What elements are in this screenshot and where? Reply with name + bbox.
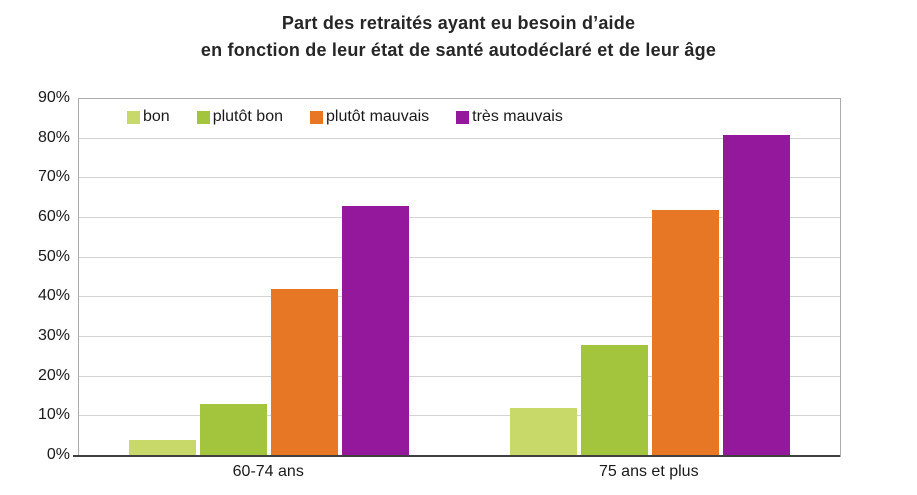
legend-item-très-mauvais: très mauvais xyxy=(456,108,563,126)
bar-plutôt-bon-60-74-ans xyxy=(200,404,268,456)
x-axis-line xyxy=(73,455,840,457)
gridline-80 xyxy=(79,137,840,139)
x-category-label: 75 ans et plus xyxy=(598,463,699,480)
y-tick-label-60: 60% xyxy=(37,208,70,225)
y-tick-label-90: 90% xyxy=(37,89,70,106)
bar-plutôt-mauvais-60-74-ans xyxy=(271,289,339,456)
gridline-50 xyxy=(79,256,840,258)
plot-area: bon plutôt bon plutôt mauvais très mauvais xyxy=(73,98,841,457)
y-tick-label-80: 80% xyxy=(37,128,70,146)
gridline-20 xyxy=(79,375,840,377)
legend-label: très mauvais xyxy=(472,108,563,125)
bar-bon-75-ans-et-plus xyxy=(509,408,577,456)
y-tick-label-70: 70% xyxy=(37,168,70,186)
x-category-label: 60-74 ans xyxy=(232,463,304,480)
legend: bon plutôt bon plutôt mauvais très mauvais xyxy=(127,108,563,126)
chart-title: Part des retraités ayant eu besoin d’aid… xyxy=(0,10,917,64)
gridline-10 xyxy=(79,415,840,417)
chart-title-line1: Part des retraités ayant eu besoin d’aid… xyxy=(281,13,636,33)
chart-title-line2: en fonction de leur état de santé autodé… xyxy=(200,40,717,60)
bar-bon-60-74-ans xyxy=(129,440,197,456)
y-tick-label-20: 20% xyxy=(37,366,70,384)
y-tick-label-10: 10% xyxy=(37,406,70,424)
bar-plutôt-bon-75-ans-et-plus xyxy=(580,344,648,456)
legend-swatch-icon xyxy=(127,110,140,124)
gridline-60 xyxy=(79,217,840,218)
legend-label: bon xyxy=(143,108,170,125)
legend-swatch-icon xyxy=(196,110,210,124)
bar-très-mauvais-75-ans-et-plus xyxy=(722,134,790,456)
bar-très-mauvais-60-74-ans xyxy=(342,206,410,456)
gridline-30 xyxy=(79,336,840,337)
gridline-40 xyxy=(79,296,840,298)
legend-item-plutôt-mauvais: plutôt mauvais xyxy=(309,108,430,126)
legend-label: plutôt bon xyxy=(212,108,283,125)
gridline-70 xyxy=(79,177,840,179)
legend-item-plutôt-bon: plutôt bon xyxy=(196,108,283,126)
legend-swatch-icon xyxy=(309,110,323,124)
legend-label: plutôt mauvais xyxy=(325,108,430,125)
legend-swatch-icon xyxy=(456,110,470,124)
y-tick-label-50: 50% xyxy=(37,247,70,265)
y-tick-label-40: 40% xyxy=(37,287,70,305)
y-tick-label-0: 0% xyxy=(46,446,70,463)
y-tick-label-30: 30% xyxy=(37,327,70,344)
bar-plutôt-mauvais-75-ans-et-plus xyxy=(651,210,719,456)
legend-item-bon: bon xyxy=(127,108,170,126)
